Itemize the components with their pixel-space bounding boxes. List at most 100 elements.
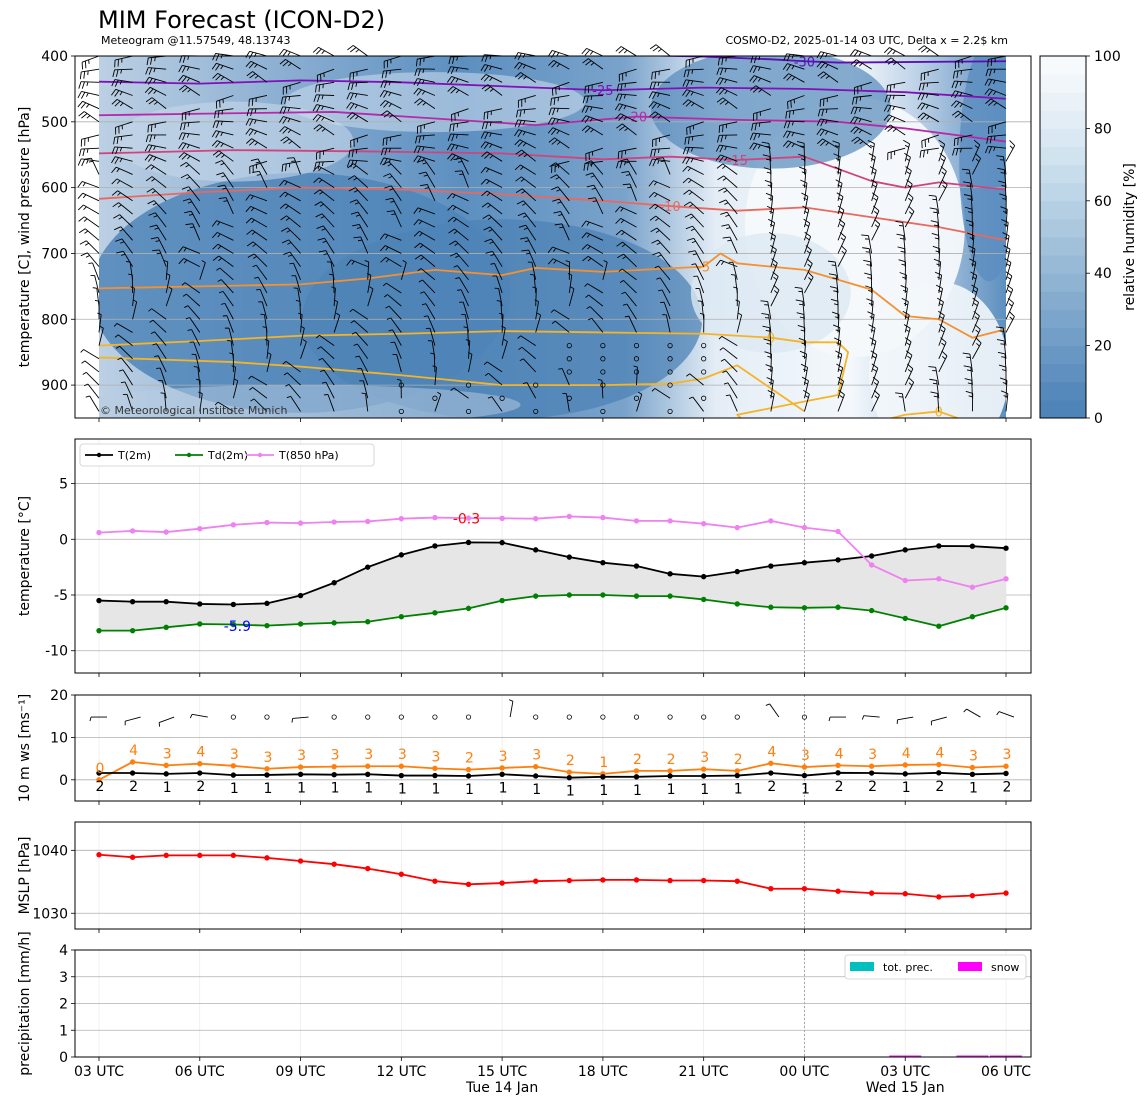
wind-barb-staff [971, 235, 975, 254]
wind-barb-half-feather [724, 68, 727, 73]
wind-barb-feather [114, 157, 119, 165]
wind-barb-feather [583, 163, 586, 171]
wind-barb-half-feather [858, 51, 862, 56]
wind-barb [837, 205, 845, 228]
wind-barb [454, 170, 469, 188]
wind-barb-feather [1000, 206, 1008, 210]
wind-barb-feather [852, 97, 855, 105]
wind-barb-feather [147, 88, 154, 95]
wind-barb [554, 223, 570, 241]
wind-barb [1002, 232, 1010, 254]
wind-barb [548, 60, 570, 70]
wind-barb-half-feather [220, 162, 225, 166]
wind-barb-feather [903, 139, 910, 145]
calm-wind-circle [398, 714, 404, 720]
wind-barb [353, 343, 369, 360]
wind-barb-staff [592, 172, 604, 188]
wind-barb [320, 369, 335, 386]
wind-barb-feather [312, 165, 319, 172]
wind-barb [282, 251, 301, 267]
wind-barb [867, 311, 875, 333]
wind-barb-staff [528, 249, 537, 267]
wind-barb [245, 118, 268, 127]
wind-barb-staff [988, 145, 1007, 149]
wind-barb [783, 120, 805, 129]
wind-speed-point [331, 763, 337, 770]
wind-barb-half-feather [220, 132, 224, 137]
wind-barb-half-feather [970, 250, 975, 253]
mslp-point [700, 877, 707, 884]
wind-barb-feather [997, 167, 1005, 171]
wind-barb [448, 228, 469, 241]
wind-barb [300, 325, 305, 346]
wind-barb [551, 186, 570, 202]
wind-barb [98, 325, 104, 346]
wind-barb-feather [80, 252, 88, 257]
wind-barb-half-feather [286, 395, 291, 399]
wind-barb-staff [517, 108, 536, 111]
wind-barb-half-feather [187, 122, 190, 127]
wind-barb-half-feather [839, 395, 844, 399]
wind-barb [349, 68, 368, 81]
wind-barb [532, 286, 537, 307]
wind-barb [178, 258, 200, 268]
wind-barb-half-feather [968, 395, 973, 398]
wind-barb [547, 258, 570, 268]
wind-barb-half-feather [974, 316, 979, 320]
wind-barb [691, 263, 705, 280]
wind-barb-staff [954, 134, 973, 140]
wind-speed-point [230, 772, 237, 778]
wind-barb-staff [82, 192, 100, 202]
wind-barb-half-feather [352, 165, 357, 169]
wind-barb-staff [972, 342, 982, 359]
wind-barb-feather [111, 178, 118, 185]
wind-barb-feather [783, 53, 787, 61]
wind-barb-staff [282, 106, 301, 110]
temperature-series-point [801, 605, 808, 611]
wind-barb [77, 91, 100, 99]
wind-barb-half-feather [150, 331, 155, 335]
wind-barb [804, 245, 812, 267]
wind-barb-staff [803, 169, 807, 188]
wind-speed-point [868, 763, 875, 769]
wind-barb-half-feather [385, 258, 390, 263]
wind-barb [144, 76, 167, 85]
temperature-series-point [499, 515, 505, 522]
temperature-series-point [297, 621, 304, 627]
wind-barb-half-feather [837, 184, 842, 188]
wind-barb [686, 373, 704, 386]
wind-beaufort-label: 1 [599, 783, 608, 799]
wind-barb-half-feather [938, 302, 943, 306]
wind-barb [77, 100, 100, 110]
wind-barb-feather [146, 188, 154, 193]
wind-barb-staff [383, 134, 402, 139]
wind-barb-half-feather [432, 365, 437, 368]
wind-gust-label: 0 [96, 761, 105, 777]
wind-barb [516, 200, 537, 215]
wind-barb-feather [940, 166, 947, 172]
wind-barb-feather [552, 198, 560, 202]
wind-barb [144, 86, 167, 96]
wind-barb-staff [116, 98, 133, 110]
wind-barb-staff [284, 126, 301, 136]
wind-barb [78, 81, 100, 89]
wind-barb [165, 286, 173, 307]
wind-barb-feather [835, 350, 842, 355]
wind-barb-staff [217, 401, 234, 412]
wind-barb-staff [217, 72, 234, 83]
wind-barb [996, 339, 1007, 359]
wind-barb [971, 310, 980, 333]
wind-barb-half-feather [587, 317, 592, 321]
wind-barb-staff [323, 369, 335, 386]
wind-barb-feather [80, 139, 82, 147]
wind-barb-half-feather [1007, 289, 1012, 294]
wind-barb [651, 68, 671, 80]
wind-barb-staff [803, 156, 806, 175]
wind-barb [280, 136, 301, 149]
wind-barb-staff [319, 189, 335, 202]
wind-barb-feather [582, 58, 589, 64]
wind-barb [316, 68, 335, 83]
wind-barb [83, 383, 100, 399]
wind-barb-feather [145, 67, 149, 75]
